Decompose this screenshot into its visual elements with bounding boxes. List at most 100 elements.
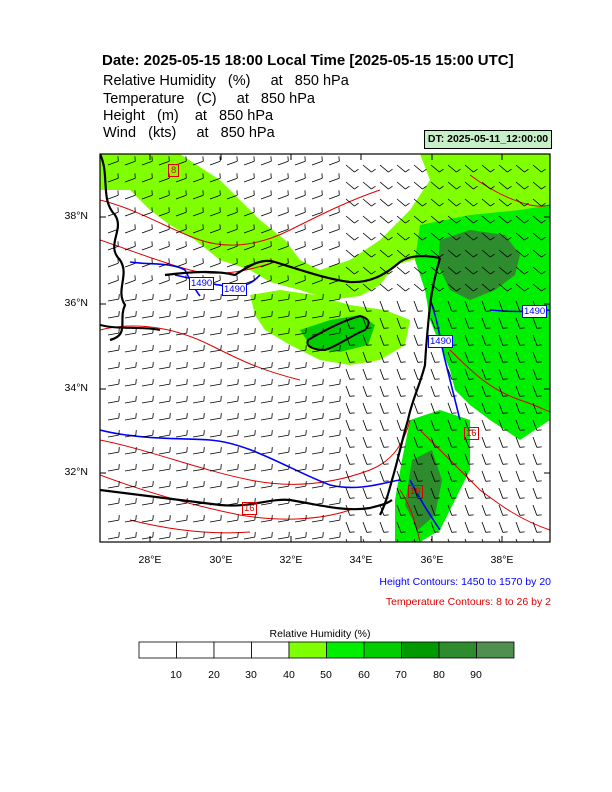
wind-barb [481,436,487,448]
wind-barb [447,215,457,224]
coast-cyprus [306,314,370,352]
wind-barb-flag [371,168,376,173]
wind-barb [175,502,187,506]
wind-barb-flag [169,430,171,436]
wind-barb [277,366,289,370]
wind-barb-flag [371,236,376,241]
wind-barb [515,215,525,224]
wind-barb [158,194,170,200]
wind-barb [430,232,440,241]
wind-barb-flag [541,168,546,173]
wind-barb [515,538,518,542]
wind-barb-flag [135,362,137,368]
wind-barb [379,487,385,499]
wind-barb [447,453,453,465]
wind-barb [141,349,153,353]
wind-barb-flag [524,287,529,292]
wind-barb [532,470,538,482]
wind-barb [294,332,306,336]
wind-barb-flag [339,396,341,402]
wind-barb [362,521,368,533]
wind-barb [158,366,170,370]
colorbar-label: 60 [358,669,370,681]
wind-barb [396,538,399,542]
wind-barb [515,385,521,397]
wind-barb-flag [288,481,290,487]
wind-barb-flag [169,413,171,419]
wind-barb-flag [186,413,188,419]
colorbar-label: 20 [208,669,220,681]
wind-barb [515,453,521,465]
wind-barb [311,245,323,251]
wind-barb [447,266,457,275]
wind-barb-flag [305,498,307,504]
wind-barb [226,485,238,489]
wind-barb [532,266,542,275]
wind-barb-flag [186,532,188,538]
wind-barb-flag [371,287,376,292]
wind-barb [260,315,272,319]
lat-tick-label: 32°N [64,466,88,478]
wind-barb [532,521,538,533]
wind-barb [192,177,204,183]
wind-barb-flag [220,464,222,470]
wind-barb-flag [271,430,273,436]
wind-barb-flag [169,515,171,521]
wind-barb [260,434,272,438]
wind-barb-flag [371,219,376,224]
wind-barb-flag [288,345,290,351]
wind-barb [515,487,521,499]
wind-barb [396,402,402,414]
wind-barb [345,300,351,312]
wind-barb-flag [354,219,359,224]
wind-barb [175,434,187,438]
wind-barb [362,538,365,542]
wind-barb [481,402,487,414]
wind-barb [413,385,419,397]
wind-barb [209,468,221,472]
wind-barb-flag [220,515,222,521]
wind-barb [447,181,457,190]
field-temperature: Temperature (C) at 850 hPa [103,91,315,107]
wind-barb [464,283,474,292]
wind-barb [294,400,306,404]
wind-barb [328,383,340,387]
wind-barb [124,160,136,166]
wind-barb [362,266,372,275]
wind-barb [515,504,521,516]
wind-barb [226,536,238,540]
wind-barb [447,283,457,292]
wind-barb-flag [305,328,307,334]
wind-barb [294,366,306,370]
wind-barb [413,181,423,190]
wind-barb [532,351,538,363]
wind-barb [277,298,289,302]
wind-barb-flag [439,270,444,275]
wind-barb [209,400,221,404]
wind-barb [396,436,402,448]
wind-barb-flag [524,219,529,224]
lon-tick-label: 38°E [490,554,514,566]
wind-barb [464,300,470,312]
wind-barb-flag [118,396,120,402]
wind-barb-flag [388,219,393,224]
wind-barb [430,487,436,499]
wind-barb-flag [439,219,444,224]
wind-barb [243,177,255,183]
wind-barb-flag [237,447,239,453]
wind-barb [209,536,221,540]
wind-barb-flag [305,294,307,300]
wind-barb [396,521,402,533]
wind-barb-flag [456,287,461,292]
wind-barb-flag [288,413,290,419]
wind-barb-flag [405,270,410,275]
wind-barb-flag [354,202,359,207]
wind-barb [277,349,289,353]
wind-barb-flag [118,481,120,487]
wind-barb [124,262,136,268]
wind-barb [328,262,340,268]
wind-barb [141,383,153,387]
wind-barb [209,315,221,319]
wind-barb [379,317,385,329]
wind-barb [260,519,272,523]
